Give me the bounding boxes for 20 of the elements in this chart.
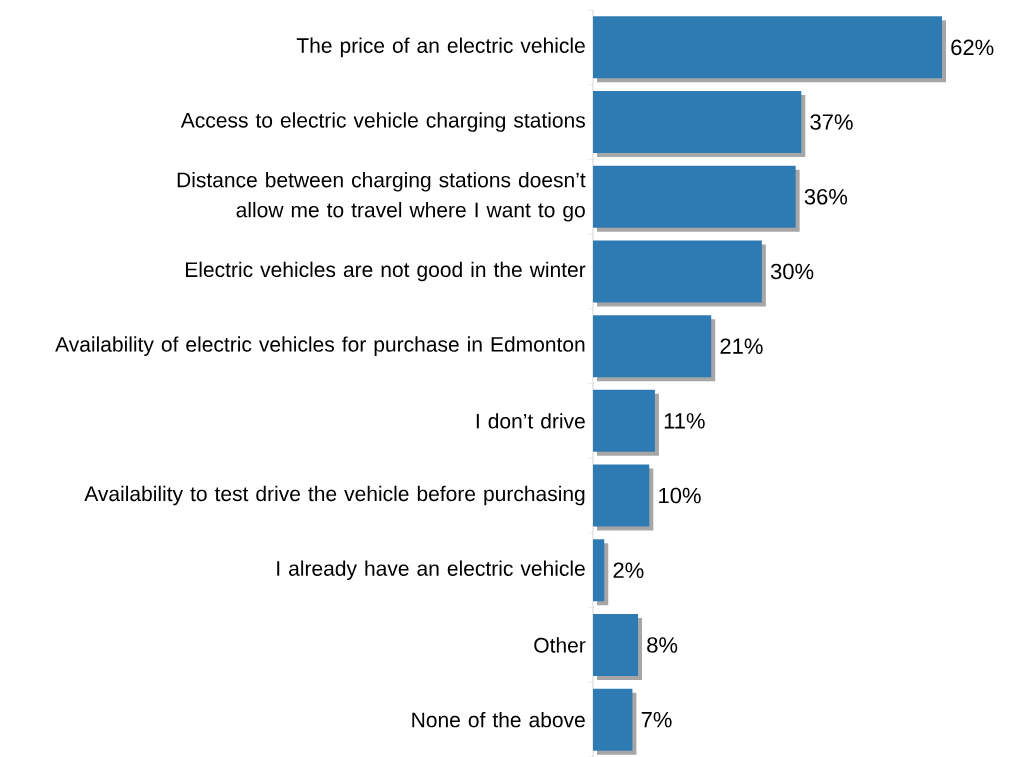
- data-label: 62%: [951, 39, 994, 56]
- data-label: 7%: [641, 711, 672, 728]
- data-label: 10%: [659, 487, 701, 504]
- y-tick-label: Distance between charging stations doesn’t allow me to travel where I want to go: [177, 171, 586, 222]
- y-tick-label: The price of an electric vehicle: [296, 37, 585, 58]
- data-label: 11%: [664, 413, 705, 429]
- y-tick-label: Other: [534, 637, 586, 653]
- data-label: 36%: [804, 188, 848, 205]
- data-label: 21%: [720, 338, 763, 354]
- y-tick-label: None of the above: [412, 711, 585, 728]
- data-label: 8%: [647, 637, 678, 653]
- y-tick-label: Access to electric vehicle charging stations: [180, 112, 585, 132]
- y-tick-label: Availability of electric vehicles for purchase in Edmonton: [55, 336, 585, 356]
- data-label: 37%: [810, 114, 853, 130]
- y-tick-label: I don’t drive: [476, 413, 585, 429]
- y-tick-label: I already have an electric vehicle: [277, 560, 585, 580]
- y-tick-label: Electric vehicles are not good in the winter: [186, 261, 586, 282]
- y-tick-label: Availability to test drive the vehicle before purchasing: [84, 485, 585, 506]
- data-label: 2%: [613, 562, 644, 578]
- data-label: 30%: [770, 263, 814, 280]
